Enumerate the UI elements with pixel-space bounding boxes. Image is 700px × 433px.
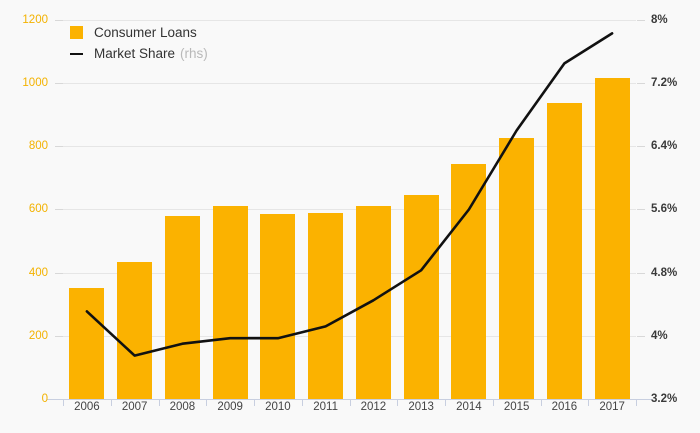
axis-baseline xyxy=(47,399,652,400)
bar-2012 xyxy=(355,205,391,399)
legend-label-market-share: Market Share xyxy=(94,46,176,61)
y-axis-left-tick-0: 0 xyxy=(41,393,48,405)
y-axis-right-tick-5p6: 5.6% xyxy=(651,203,678,215)
x-tickmark-end xyxy=(636,399,637,406)
x-tickmark-2016 xyxy=(541,399,542,406)
bar-2010 xyxy=(260,214,296,399)
bar-2013 xyxy=(403,195,439,399)
x-axis-label-2007: 2007 xyxy=(121,401,148,413)
legend-label-consumer-loans: Consumer Loans xyxy=(94,25,197,40)
x-axis-label-2010: 2010 xyxy=(265,401,291,413)
y-axis-right-tick-7p2: 7.2% xyxy=(651,77,678,89)
tickmark-right-7p2 xyxy=(637,83,645,84)
bar-2009 xyxy=(212,205,248,399)
y-axis-right-tick-8: 8% xyxy=(651,14,668,26)
y-axis-left-tick-1000: 1000 xyxy=(22,77,48,89)
tickmark-right-6p4 xyxy=(637,146,645,147)
legend-line-icon xyxy=(70,52,83,55)
tickmark-right-4 xyxy=(637,336,645,337)
bar-2015 xyxy=(499,138,535,399)
x-tickmark-2008 xyxy=(159,399,160,406)
y-axis-left-tick-600: 600 xyxy=(28,203,48,215)
tickmark-left-800 xyxy=(55,146,63,147)
gridline-1200 xyxy=(63,20,636,21)
x-tickmark-2013 xyxy=(397,399,398,406)
x-axis-label-2013: 2013 xyxy=(408,401,434,413)
tickmark-left-200 xyxy=(55,336,63,337)
chart-legend: Consumer Loans Market Share (rhs) xyxy=(70,22,208,64)
tickmark-left-400 xyxy=(55,273,63,274)
legend-item-market-share: Market Share (rhs) xyxy=(70,43,208,64)
bar-2007 xyxy=(117,261,153,399)
x-tickmark-2017 xyxy=(588,399,589,406)
y-axis-right-tick-4: 4% xyxy=(651,330,668,342)
x-axis-label-2015: 2015 xyxy=(503,401,530,413)
tickmark-left-600 xyxy=(55,209,63,210)
bar-2008 xyxy=(164,215,200,399)
y-axis-right-tick-3p2: 3.2% xyxy=(651,393,678,405)
x-axis-label-2012: 2012 xyxy=(360,401,387,413)
tickmark-left-1200 xyxy=(55,20,63,21)
x-tickmark-2011 xyxy=(302,399,303,406)
tickmark-left-1000 xyxy=(55,83,63,84)
x-tickmark-2007 xyxy=(111,399,112,406)
tickmark-right-8 xyxy=(637,20,645,21)
x-axis-label-2017: 2017 xyxy=(599,401,625,413)
x-tickmark-2006 xyxy=(63,399,64,406)
bar-2006 xyxy=(69,287,105,399)
x-tickmark-2009 xyxy=(206,399,207,406)
bar-2011 xyxy=(308,212,344,399)
x-axis-label-2014: 2014 xyxy=(456,401,482,413)
legend-swatch-icon xyxy=(70,26,83,39)
y-axis-left-tick-400: 400 xyxy=(28,267,48,279)
x-axis-label-2016: 2016 xyxy=(551,401,578,413)
legend-sublabel-rhs: (rhs) xyxy=(180,46,208,61)
x-axis-label-2008: 2008 xyxy=(169,401,196,413)
bar-2014 xyxy=(451,163,487,399)
x-tickmark-2010 xyxy=(254,399,255,406)
x-tickmark-2014 xyxy=(445,399,446,406)
y-axis-right-tick-6p4: 6.4% xyxy=(651,140,678,152)
tickmark-right-5p6 xyxy=(637,209,645,210)
bar-2016 xyxy=(546,102,582,399)
y-axis-left-tick-200: 200 xyxy=(28,330,48,342)
x-tickmark-2012 xyxy=(350,399,351,406)
y-axis-left-tick-800: 800 xyxy=(28,140,48,152)
y-axis-left-tick-1200: 1200 xyxy=(22,14,48,26)
x-axis-label-2006: 2006 xyxy=(74,401,100,413)
tickmark-right-4p8 xyxy=(637,273,645,274)
bar-2017 xyxy=(594,78,630,399)
x-axis-label-2009: 2009 xyxy=(217,401,243,413)
gridline-1000 xyxy=(63,83,636,84)
legend-item-consumer-loans: Consumer Loans xyxy=(70,22,208,43)
y-axis-right-tick-4p8: 4.8% xyxy=(651,267,678,279)
x-axis-label-2011: 2011 xyxy=(313,401,338,413)
x-tickmark-2015 xyxy=(493,399,494,406)
